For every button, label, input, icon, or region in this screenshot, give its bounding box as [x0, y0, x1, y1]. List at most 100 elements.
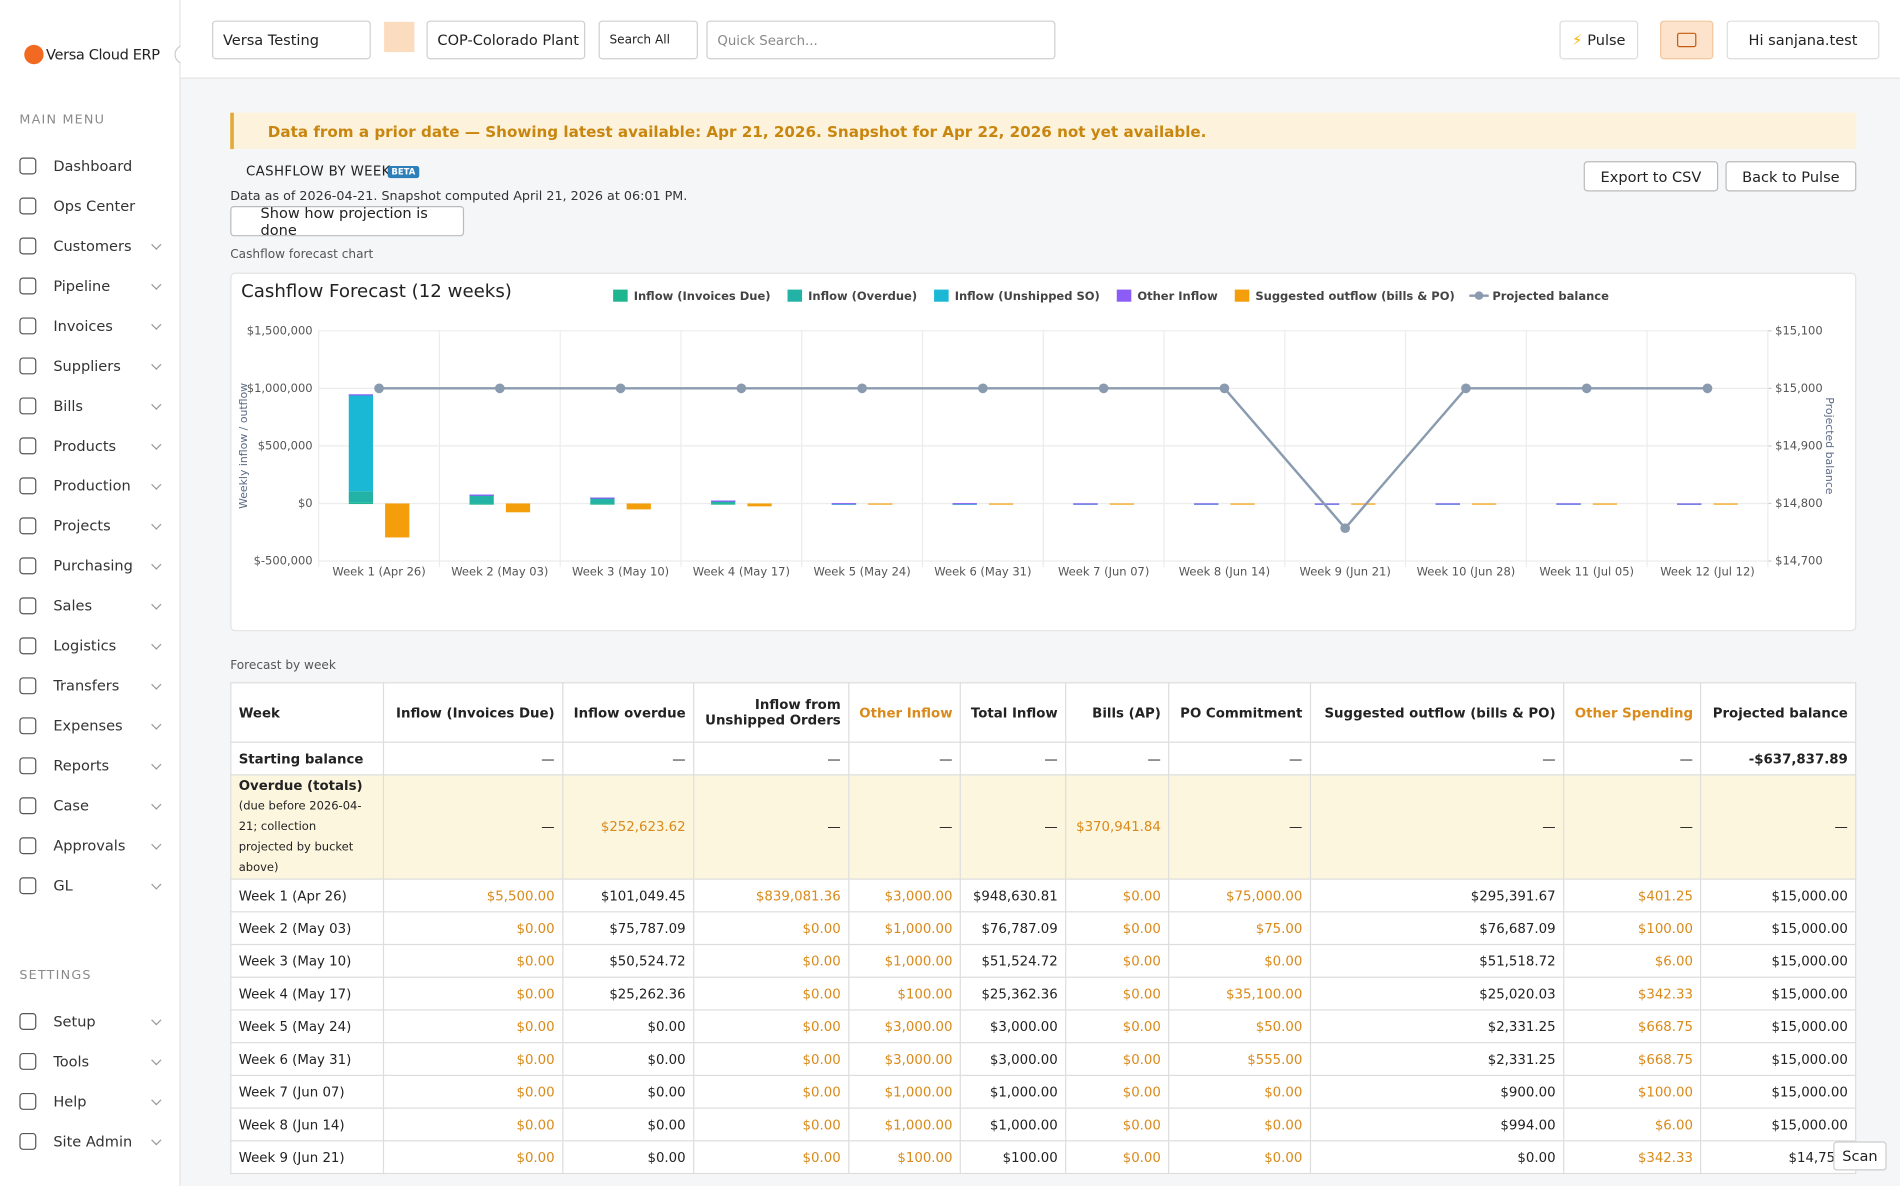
menu-item[interactable]: Dashboard — [19, 154, 160, 178]
y2-tick-label: $14,800 — [1775, 496, 1823, 510]
table-cell: $0.00 — [383, 1042, 564, 1076]
column-header: Total Inflow — [959, 682, 1067, 743]
column-header: Inflow (Invoices Due) — [383, 682, 564, 743]
menu-item[interactable]: Reports — [19, 754, 162, 778]
table-cell: $0.00 — [561, 1074, 695, 1109]
menu-label: Setup — [53, 1012, 96, 1030]
table-cell: $0.00 — [561, 1042, 695, 1076]
legend-label: Inflow (Unshipped SO) — [955, 289, 1100, 303]
column-header: Inflow overdue — [561, 682, 695, 743]
table-cell: $50,524.72 — [561, 943, 695, 978]
table-cell: $0.00 — [561, 1140, 695, 1175]
menu-item[interactable]: Production — [19, 474, 162, 498]
y-tick-label: $0 — [298, 496, 313, 510]
company-select[interactable]: Versa Testing — [212, 20, 371, 60]
table-cell: $0.00 — [692, 911, 850, 946]
table-cell: $3,000.00 — [959, 1042, 1067, 1076]
menu-item[interactable]: Case — [19, 794, 162, 818]
bar — [626, 503, 651, 510]
table-cell: $100.00 — [847, 976, 961, 1011]
table-cell: $25,362.36 — [959, 976, 1067, 1011]
menu-icon — [19, 637, 37, 655]
legend-swatch — [934, 289, 949, 302]
table-cell: $555.00 — [1168, 1042, 1311, 1076]
bar — [348, 394, 374, 492]
menu-item[interactable]: Ops Center — [19, 194, 160, 218]
table-cell: $15,000.00 — [1700, 976, 1857, 1011]
table-cell: $15,000.00 — [1700, 911, 1857, 946]
menu-item[interactable]: Transfers — [19, 674, 162, 698]
pulse-button[interactable]: ⚡ Pulse — [1559, 20, 1639, 60]
sidebar: Versa Cloud ERP MAIN MENU SETTINGS Dashb… — [0, 0, 194, 1186]
menu-label: Sales — [53, 597, 93, 615]
table-cell: — — [383, 774, 564, 880]
toggle-button[interactable]: Show how projection is done — [230, 204, 465, 238]
chat-button[interactable] — [1660, 20, 1714, 60]
menu-item[interactable]: Customers — [19, 234, 162, 258]
menu-item[interactable]: Help — [19, 1089, 162, 1113]
scan-button[interactable]: Scan — [1833, 1141, 1887, 1171]
menu-item[interactable]: Products — [19, 434, 162, 458]
menu-item[interactable]: Site Admin — [19, 1129, 162, 1153]
menu-item[interactable]: Setup — [19, 1009, 162, 1033]
back-label: Back to Pulse — [1742, 167, 1840, 185]
table-row: Week 9 (Jun 21) $0.00 $0.00 $0.00 $100.00 $10… — [230, 1140, 1857, 1175]
table-cell: $76,787.09 — [959, 911, 1067, 946]
x-tick-label: Week 1 (Apr 26) — [332, 565, 425, 579]
menu-heading: SETTINGS — [19, 968, 92, 983]
menu-label: Ops Center — [53, 197, 136, 215]
bar — [1472, 503, 1497, 505]
table-cell: $15,000.00 — [1700, 1074, 1857, 1109]
user-menu[interactable]: Hi sanjana.test — [1726, 20, 1880, 60]
bar — [590, 497, 615, 499]
table-cell: — — [383, 741, 564, 776]
menu-item[interactable]: Projects — [19, 514, 162, 538]
menu-icon — [19, 1012, 37, 1030]
bar — [988, 503, 1014, 505]
table-cell: $668.75 — [1562, 1009, 1702, 1044]
menu-item[interactable]: Invoices — [19, 314, 162, 338]
chart-caption: Cashflow forecast chart — [230, 248, 374, 262]
balance-point — [494, 383, 505, 394]
search-scope[interactable]: Search All — [598, 20, 698, 60]
table-cell: $6.00 — [1562, 943, 1702, 978]
menu-item[interactable]: Tools — [19, 1049, 162, 1073]
table-cell: Week 1 (Apr 26) — [230, 878, 385, 913]
menu-item[interactable]: Approvals — [19, 834, 162, 858]
y2-tick-label: $15,000 — [1775, 381, 1823, 395]
search-input[interactable]: Quick Search... — [706, 20, 1056, 60]
menu-item[interactable]: Purchasing — [19, 554, 162, 578]
bar — [711, 500, 736, 502]
bar — [711, 503, 736, 505]
menu-item[interactable]: Suppliers — [19, 354, 162, 378]
bar — [1314, 503, 1340, 505]
table-cell: $0.00 — [1065, 943, 1170, 978]
table-cell: — — [1562, 774, 1702, 880]
bar — [590, 497, 615, 504]
menu-item[interactable]: Sales — [19, 594, 162, 618]
plant-select[interactable]: COP-Colorado Plant — [426, 20, 586, 60]
table-cell: $51,518.72 — [1309, 943, 1565, 978]
bar — [469, 503, 494, 505]
menu-icon — [19, 557, 37, 575]
table-cell: Week 8 (Jun 14) — [230, 1107, 385, 1142]
y2-tick-label: $15,100 — [1775, 323, 1823, 337]
menu-item[interactable]: Pipeline — [19, 274, 162, 298]
back-button[interactable]: Back to Pulse — [1725, 161, 1857, 192]
menu-icon — [19, 837, 37, 855]
menu-label: Purchasing — [53, 557, 133, 575]
menu-item[interactable]: GL — [19, 874, 162, 898]
menu-label: Reports — [53, 757, 110, 775]
bar — [348, 491, 374, 503]
menu-item[interactable]: Expenses — [19, 714, 162, 738]
menu-item[interactable]: Bills — [19, 394, 162, 418]
column-header: Suggested outflow (bills & PO) — [1309, 682, 1565, 743]
balance-point — [857, 383, 867, 394]
export-button[interactable]: Export to CSV — [1583, 161, 1719, 192]
table-cell: $15,000.00 — [1700, 878, 1857, 913]
table-cell: — — [959, 774, 1067, 880]
bar — [1592, 503, 1618, 505]
legend-swatch — [613, 289, 628, 302]
menu-item[interactable]: Logistics — [19, 634, 162, 658]
